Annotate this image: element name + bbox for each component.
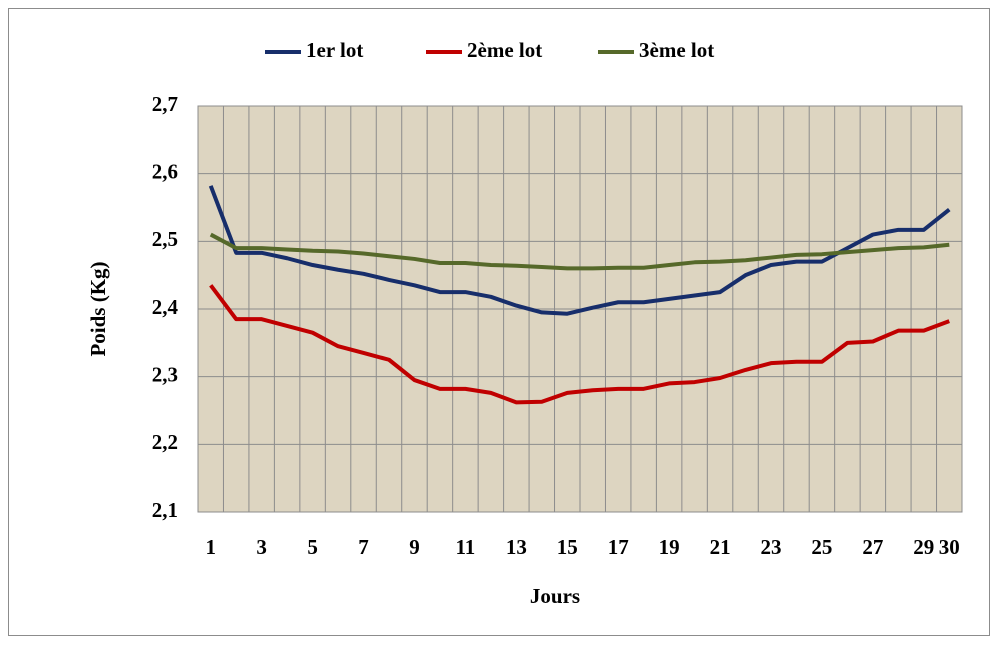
y-axis-label: Poids (Kg) [86, 261, 110, 356]
y-tick-label: 2,1 [152, 498, 178, 522]
x-tick-label: 17 [608, 535, 629, 559]
x-tick-label: 21 [710, 535, 731, 559]
plot-border [197, 105, 963, 513]
x-tick-label: 9 [409, 535, 420, 559]
series-line [209, 232, 950, 271]
x-tick-label: 25 [811, 535, 832, 559]
x-tick-label: 30 [939, 535, 960, 559]
y-tick-label: 2,7 [152, 92, 178, 116]
series-line [209, 284, 950, 405]
x-tick-label: 19 [659, 535, 680, 559]
x-tick-label: 5 [307, 535, 318, 559]
legend-label: 1er lot [306, 38, 363, 62]
y-tick-label: 2,6 [152, 159, 178, 183]
y-tick-label: 2,5 [152, 227, 178, 251]
legend-label: 2ème lot [467, 38, 542, 62]
x-tick-label: 15 [557, 535, 578, 559]
y-tick-label: 2,2 [152, 430, 178, 454]
x-tick-label: 1 [205, 535, 216, 559]
x-tick-label: 13 [506, 535, 527, 559]
x-axis-label: Jours [530, 584, 580, 608]
x-tick-label: 27 [862, 535, 883, 559]
x-tick-label: 7 [358, 535, 369, 559]
y-tick-label: 2,4 [152, 295, 179, 319]
x-tick-label: 29 [913, 535, 934, 559]
series-line [208, 185, 951, 316]
legend-label: 3ème lot [639, 38, 714, 62]
x-tick-label: 3 [256, 535, 267, 559]
x-tick-label: 11 [455, 535, 475, 559]
y-tick-label: 2,3 [152, 362, 178, 386]
x-tick-label: 23 [761, 535, 782, 559]
